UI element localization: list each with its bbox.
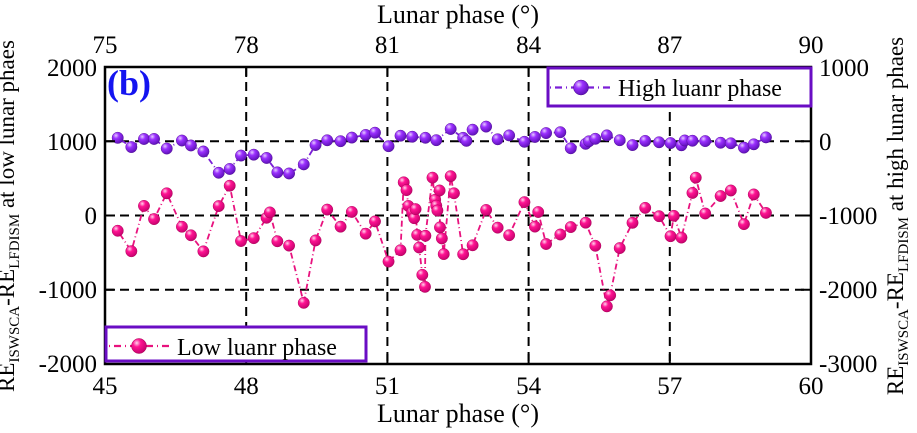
svg-text:REISWSCA-RELFDISM at low lunar: REISWSCA-RELFDISM at low lunar phaes [0, 40, 23, 392]
svg-text:84: 84 [516, 32, 542, 59]
svg-text:Lunar phase (°): Lunar phase (°) [377, 0, 539, 29]
svg-text:1000: 1000 [47, 129, 97, 156]
svg-text:Lunar phase (°): Lunar phase (°) [377, 399, 539, 428]
svg-text:REISWSCA-RELFDISM at high luna: REISWSCA-RELFDISM at high lunar phaes [883, 37, 912, 395]
svg-text:-1000: -1000 [39, 277, 97, 304]
svg-text:0: 0 [819, 129, 832, 156]
svg-text:87: 87 [657, 32, 682, 59]
svg-text:-2000: -2000 [819, 277, 877, 304]
svg-text:(b): (b) [107, 63, 151, 103]
svg-text:-1000: -1000 [819, 203, 877, 230]
svg-text:2000: 2000 [47, 55, 97, 82]
svg-text:54: 54 [516, 373, 542, 400]
svg-text:51: 51 [375, 373, 400, 400]
svg-text:1000: 1000 [819, 55, 869, 82]
svg-text:81: 81 [375, 32, 400, 59]
svg-text:78: 78 [234, 32, 259, 59]
svg-text:Low luanr phase: Low luanr phase [177, 335, 337, 361]
svg-text:-3000: -3000 [819, 351, 877, 378]
svg-text:57: 57 [657, 373, 682, 400]
svg-text:48: 48 [234, 373, 259, 400]
svg-text:0: 0 [85, 203, 98, 230]
svg-text:-2000: -2000 [39, 351, 97, 378]
svg-text:High luanr phase: High luanr phase [618, 76, 782, 102]
